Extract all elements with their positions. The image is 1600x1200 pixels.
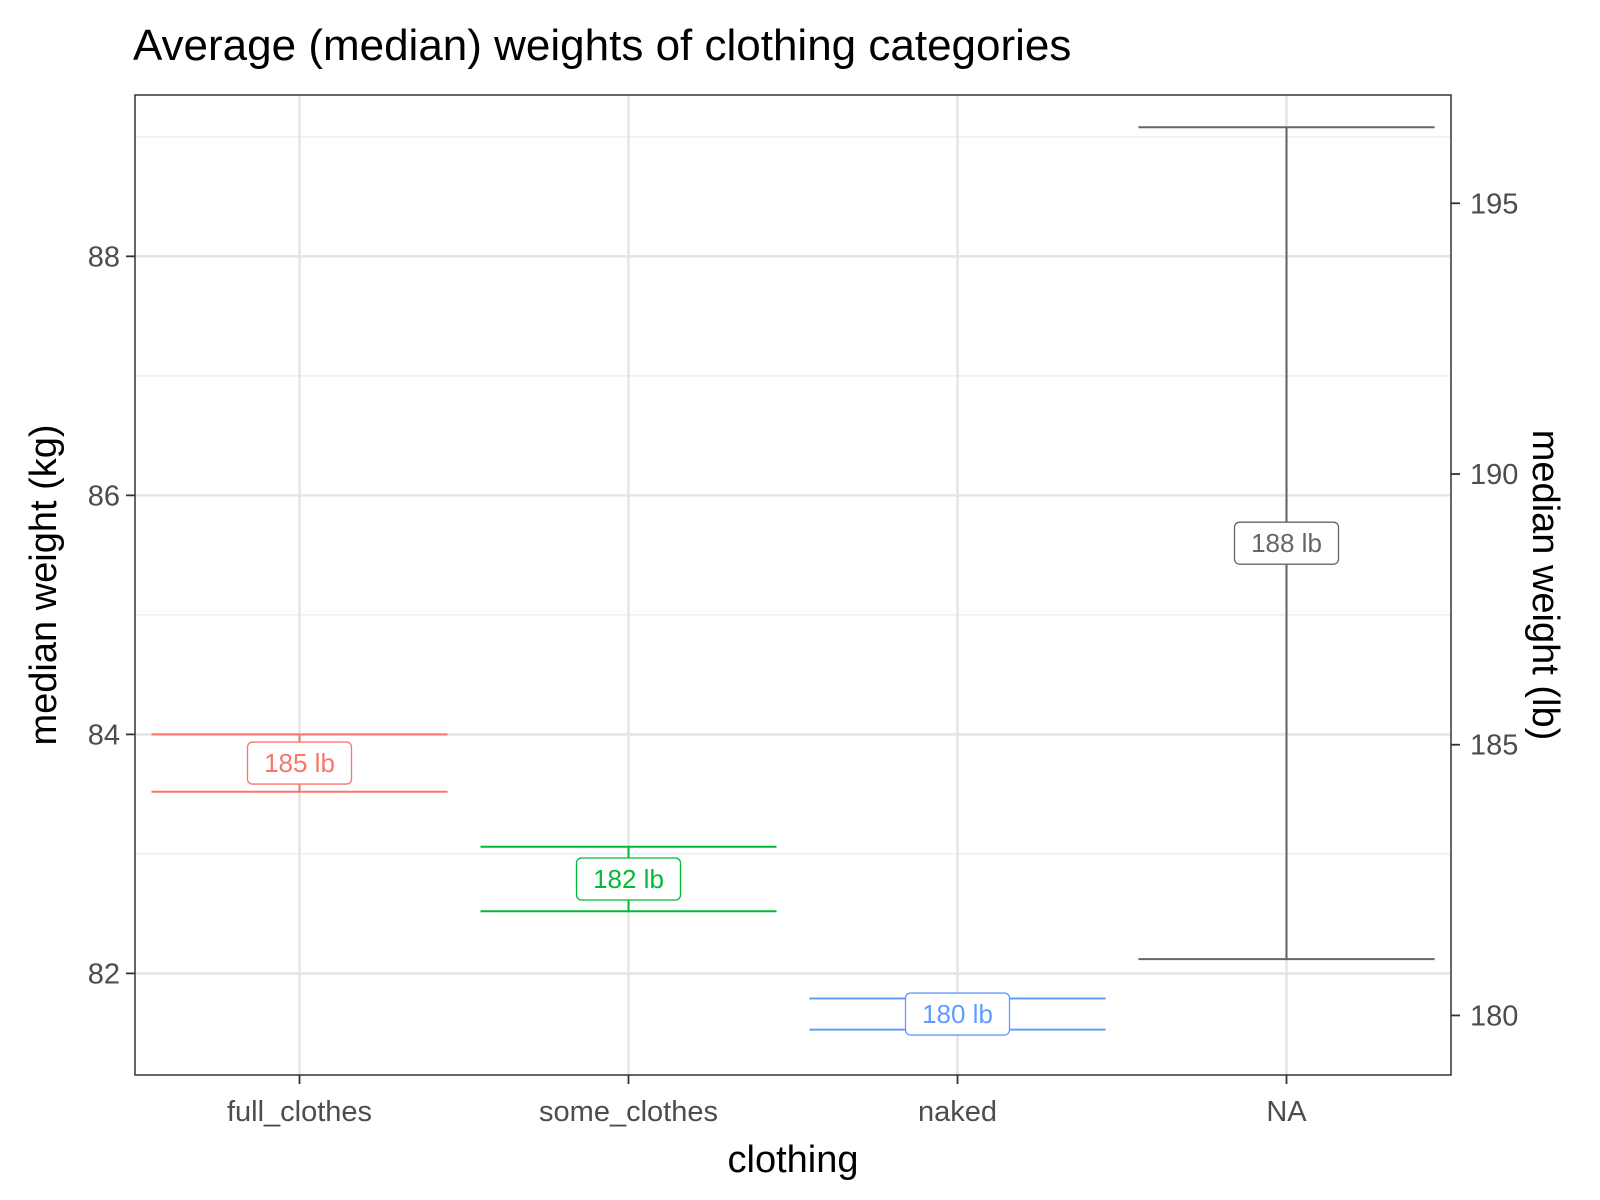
x-axis-tick-label: NA (1266, 1096, 1307, 1128)
data-label: 188 lb (1251, 528, 1322, 558)
data-label: 180 lb (922, 999, 993, 1029)
error-bar-naked: 180 lb (809, 992, 1106, 1036)
y-axis-secondary-tick-label: 190 (1470, 459, 1518, 491)
error-bar-some_clothes: 182 lb (480, 845, 777, 913)
y-axis-secondary-tick-label: 195 (1470, 188, 1518, 220)
y-axis-secondary-title: median weight (lb) (1524, 430, 1566, 740)
x-axis-tick-label: some_clothes (539, 1096, 718, 1128)
data-label-box (246, 741, 353, 785)
axes: 82 84 86 88 180 185 190 195 full_clothes some_clo… (88, 188, 1519, 1128)
y-axis-title: median weight (kg) (23, 424, 65, 745)
data-label-box (1233, 521, 1340, 565)
y-axis-secondary-tick-label: 185 (1470, 730, 1518, 762)
y-axis-tick-label: 82 (88, 958, 120, 990)
error-bars: 185 lb 182 lb 180 lb 188 lb (151, 126, 1435, 1036)
y-axis-secondary-tick-label: 180 (1470, 1000, 1518, 1032)
error-bar-full_clothes: 185 lb (151, 733, 448, 793)
data-label: 185 lb (264, 748, 335, 778)
y-axis-tick-label: 84 (88, 719, 120, 751)
x-axis-tick-label: naked (918, 1096, 997, 1128)
data-label: 182 lb (593, 864, 664, 894)
y-axis-tick-label: 86 (88, 480, 120, 512)
chart-title: Average (median) weights of clothing cat… (133, 21, 1071, 70)
plot-panel-border (134, 94, 1452, 1076)
error-bar-NA: 188 lb (1138, 126, 1435, 961)
x-axis-title: clothing (728, 1139, 859, 1181)
data-label-box (904, 992, 1011, 1036)
y-axis-tick-label: 88 (88, 241, 120, 273)
data-label-box (575, 857, 682, 901)
plot-panel-background (135, 95, 1451, 1075)
x-axis-tick-label: full_clothes (227, 1096, 372, 1128)
